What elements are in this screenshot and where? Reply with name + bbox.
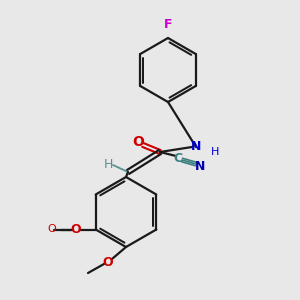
Text: H: H — [211, 147, 219, 157]
Text: O: O — [70, 223, 81, 236]
Text: H: H — [103, 158, 113, 172]
Text: N: N — [191, 140, 201, 154]
Text: F: F — [164, 18, 172, 31]
Text: O: O — [47, 224, 56, 235]
Text: O: O — [132, 135, 144, 149]
Text: C: C — [173, 152, 183, 164]
Text: N: N — [195, 160, 205, 173]
Text: O: O — [103, 256, 113, 269]
